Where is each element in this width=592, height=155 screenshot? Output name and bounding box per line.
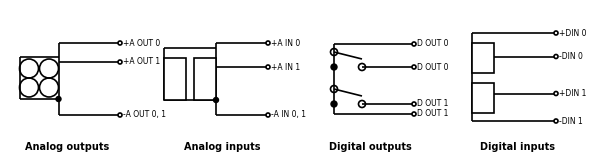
Text: -A IN 0, 1: -A IN 0, 1 bbox=[271, 111, 306, 120]
Bar bbox=[472, 83, 494, 113]
Text: +DIN 0: +DIN 0 bbox=[559, 29, 587, 38]
Circle shape bbox=[554, 31, 558, 35]
Text: +A IN 1: +A IN 1 bbox=[271, 62, 300, 71]
Circle shape bbox=[554, 91, 558, 95]
Circle shape bbox=[412, 65, 416, 69]
Bar bbox=[194, 58, 216, 100]
Text: Digital inputs: Digital inputs bbox=[481, 142, 555, 152]
Circle shape bbox=[412, 102, 416, 106]
Text: +DIN 1: +DIN 1 bbox=[559, 89, 586, 98]
Circle shape bbox=[412, 112, 416, 116]
Circle shape bbox=[554, 55, 558, 58]
Text: -DIN 1: -DIN 1 bbox=[559, 117, 583, 126]
Circle shape bbox=[214, 97, 218, 102]
Circle shape bbox=[331, 64, 337, 70]
Text: Analog outputs: Analog outputs bbox=[25, 142, 109, 152]
Text: D OUT 1: D OUT 1 bbox=[417, 100, 448, 108]
Text: +A OUT 1: +A OUT 1 bbox=[123, 58, 160, 66]
Circle shape bbox=[118, 60, 122, 64]
Circle shape bbox=[266, 65, 270, 69]
Text: D OUT 1: D OUT 1 bbox=[417, 109, 448, 119]
Bar bbox=[164, 58, 186, 100]
Text: +A OUT 0: +A OUT 0 bbox=[123, 38, 160, 47]
Circle shape bbox=[118, 113, 122, 117]
Circle shape bbox=[266, 41, 270, 45]
Circle shape bbox=[266, 113, 270, 117]
Text: +A IN 0: +A IN 0 bbox=[271, 38, 300, 47]
Bar bbox=[472, 43, 494, 73]
Text: -DIN 0: -DIN 0 bbox=[559, 52, 583, 61]
Circle shape bbox=[118, 41, 122, 45]
Text: -A OUT 0, 1: -A OUT 0, 1 bbox=[123, 111, 166, 120]
Text: D OUT 0: D OUT 0 bbox=[417, 40, 449, 49]
Circle shape bbox=[554, 119, 558, 123]
Circle shape bbox=[412, 42, 416, 46]
Circle shape bbox=[56, 97, 61, 102]
Circle shape bbox=[331, 101, 337, 107]
Text: Analog inputs: Analog inputs bbox=[184, 142, 260, 152]
Text: D OUT 0: D OUT 0 bbox=[417, 62, 449, 71]
Text: Digital outputs: Digital outputs bbox=[329, 142, 411, 152]
